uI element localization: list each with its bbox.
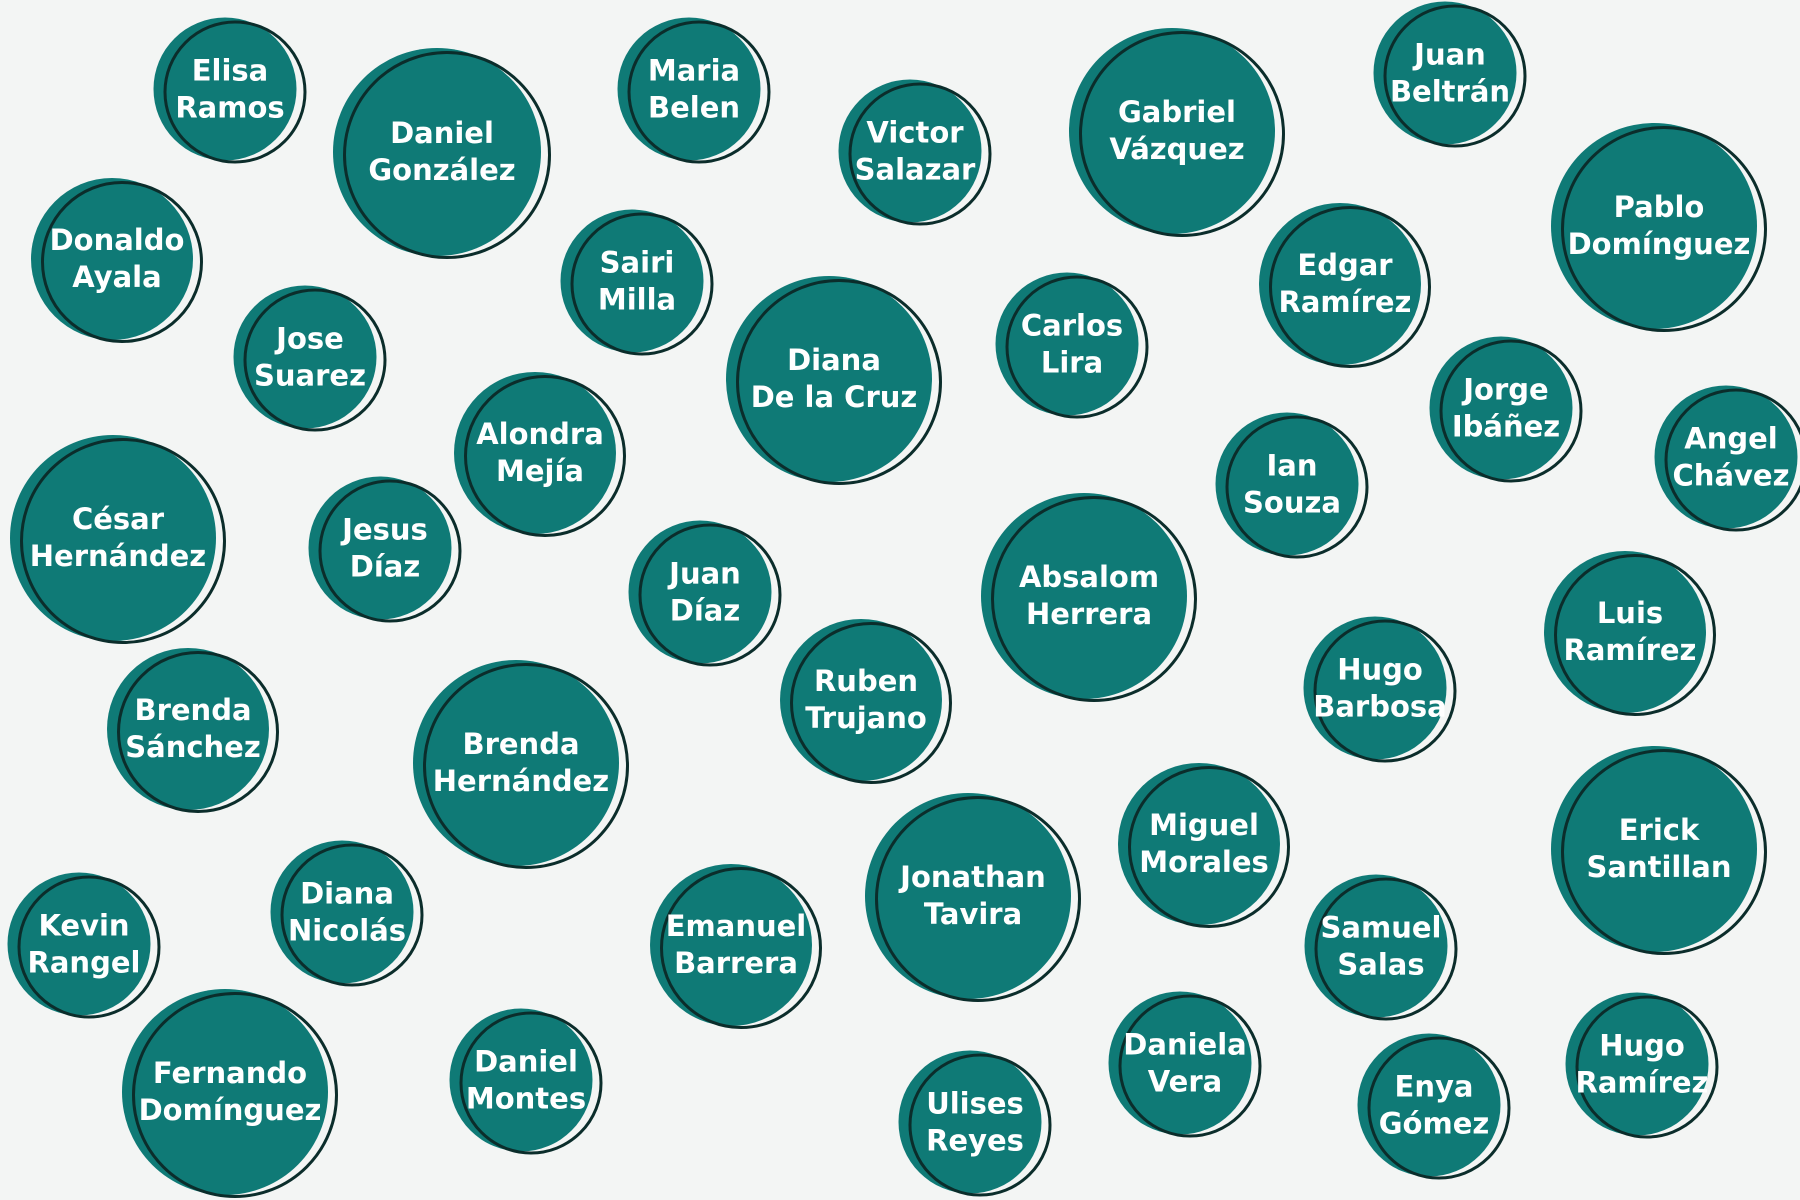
- name-bubble-daniela-vera: Daniela Vera: [1108, 991, 1262, 1138]
- bubble-outline: [1225, 415, 1369, 559]
- name-bubble-carlos-lira: Carlos Lira: [995, 272, 1149, 419]
- name-bubble-angel-chavez: Angel Chávez: [1654, 385, 1800, 532]
- bubble-outline: [1383, 4, 1527, 148]
- bubble-outline: [132, 992, 338, 1198]
- name-bubble-absalom-herrera: Absalom Herrera: [981, 493, 1197, 702]
- bubble-outline: [1664, 388, 1800, 532]
- name-bubble-samuel-salas: Samuel Salas: [1304, 874, 1458, 1021]
- bubble-outline: [423, 663, 629, 869]
- bubble-outline: [163, 20, 307, 164]
- bubble-outline: [1118, 994, 1262, 1138]
- name-bubble-enya-gomez: Enya Gómez: [1357, 1033, 1511, 1180]
- bubble-outline: [660, 867, 822, 1029]
- bubble-outline: [1561, 749, 1767, 955]
- name-bubble-ian-souza: Ian Souza: [1215, 412, 1369, 559]
- name-bubble-hugo-ramirez: Hugo Ramírez: [1565, 992, 1719, 1139]
- name-bubble-fernando-dominguez: Fernando Domínguez: [122, 989, 338, 1198]
- bubble-outline: [1367, 1036, 1511, 1180]
- name-bubble-maria-belen: Maria Belen: [617, 17, 771, 164]
- name-bubble-sairi-milla: Sairi Milla: [560, 209, 714, 356]
- bubble-outline: [627, 20, 771, 164]
- bubble-outline: [20, 438, 226, 644]
- bubble-outline: [1128, 766, 1290, 928]
- name-bubble-alondra-mejia: Alondra Mejía: [454, 372, 626, 537]
- bubble-outline: [1554, 554, 1716, 716]
- name-bubble-elisa-ramos: Elisa Ramos: [153, 17, 307, 164]
- bubble-outline: [41, 181, 203, 343]
- name-bubble-jose-suarez: Jose Suarez: [233, 285, 387, 432]
- bubble-outline: [736, 279, 942, 485]
- name-bubble-edgar-ramirez: Edgar Ramírez: [1259, 203, 1431, 368]
- bubble-outline: [875, 796, 1081, 1002]
- name-bubble-jonathan-tavira: Jonathan Tavira: [865, 793, 1081, 1002]
- bubble-outline: [1439, 339, 1583, 483]
- bubble-outline: [1561, 126, 1767, 332]
- name-bubble-donaldo-ayala: Donaldo Ayala: [31, 178, 203, 343]
- name-bubble-daniel-gonzalez: Daniel González: [333, 48, 551, 259]
- name-bubble-ruben-trujano: Ruben Trujano: [780, 619, 952, 784]
- name-bubble-brenda-hernandez: Brenda Hernández: [413, 660, 629, 869]
- name-bubble-hugo-barbosa: Hugo Barbosa: [1303, 616, 1457, 763]
- name-bubble-luis-ramirez: Luis Ramírez: [1544, 551, 1716, 716]
- bubble-outline: [991, 496, 1197, 702]
- bubble-outline: [1575, 995, 1719, 1139]
- bubble-outline: [318, 479, 462, 623]
- name-bubble-miguel-morales: Miguel Morales: [1118, 763, 1290, 928]
- bubble-outline: [280, 843, 424, 987]
- name-bubble-ulises-reyes: Ulises Reyes: [898, 1050, 1052, 1197]
- name-bubble-jesus-diaz: Jesus Díaz: [308, 476, 462, 623]
- name-bubble-diana-de-la-cruz: Diana De la Cruz: [726, 276, 942, 485]
- bubble-outline: [1005, 275, 1149, 419]
- bubble-outline: [464, 375, 626, 537]
- name-bubble-emanuel-barrera: Emanuel Barrera: [650, 864, 822, 1029]
- name-bubble-gabriel-vazquez: Gabriel Vázquez: [1069, 28, 1285, 237]
- bubble-outline: [570, 212, 714, 356]
- bubble-outline: [17, 875, 161, 1019]
- bubble-outline: [343, 51, 551, 259]
- name-bubble-juan-beltran: Juan Beltrán: [1373, 1, 1527, 148]
- name-bubble-juan-diaz: Juan Díaz: [628, 520, 782, 667]
- name-bubble-jorge-ibanez: Jorge Ibáñez: [1429, 336, 1583, 483]
- bubble-outline: [790, 622, 952, 784]
- bubble-outline: [117, 651, 279, 813]
- bubble-outline: [1314, 877, 1458, 1021]
- name-bubble-pablo-dominguez: Pablo Domínguez: [1551, 123, 1767, 332]
- bubble-outline: [243, 288, 387, 432]
- bubble-outline: [908, 1053, 1052, 1197]
- name-bubble-daniel-montes: Daniel Montes: [449, 1008, 603, 1155]
- name-bubble-brenda-sanchez: Brenda Sánchez: [107, 648, 279, 813]
- bubble-outline: [638, 523, 782, 667]
- bubble-outline: [1269, 206, 1431, 368]
- bubble-outline: [1079, 31, 1285, 237]
- name-bubble-victor-salazar: Victor Salazar: [838, 79, 992, 226]
- name-bubble-diana-nicolas: Diana Nicolás: [270, 840, 424, 987]
- name-bubble-cesar-hernandez: César Hernández: [10, 435, 226, 644]
- bubble-outline: [848, 82, 992, 226]
- bubble-outline: [459, 1011, 603, 1155]
- bubble-outline: [1313, 619, 1457, 763]
- name-bubble-erick-santillan: Erick Santillan: [1551, 746, 1767, 955]
